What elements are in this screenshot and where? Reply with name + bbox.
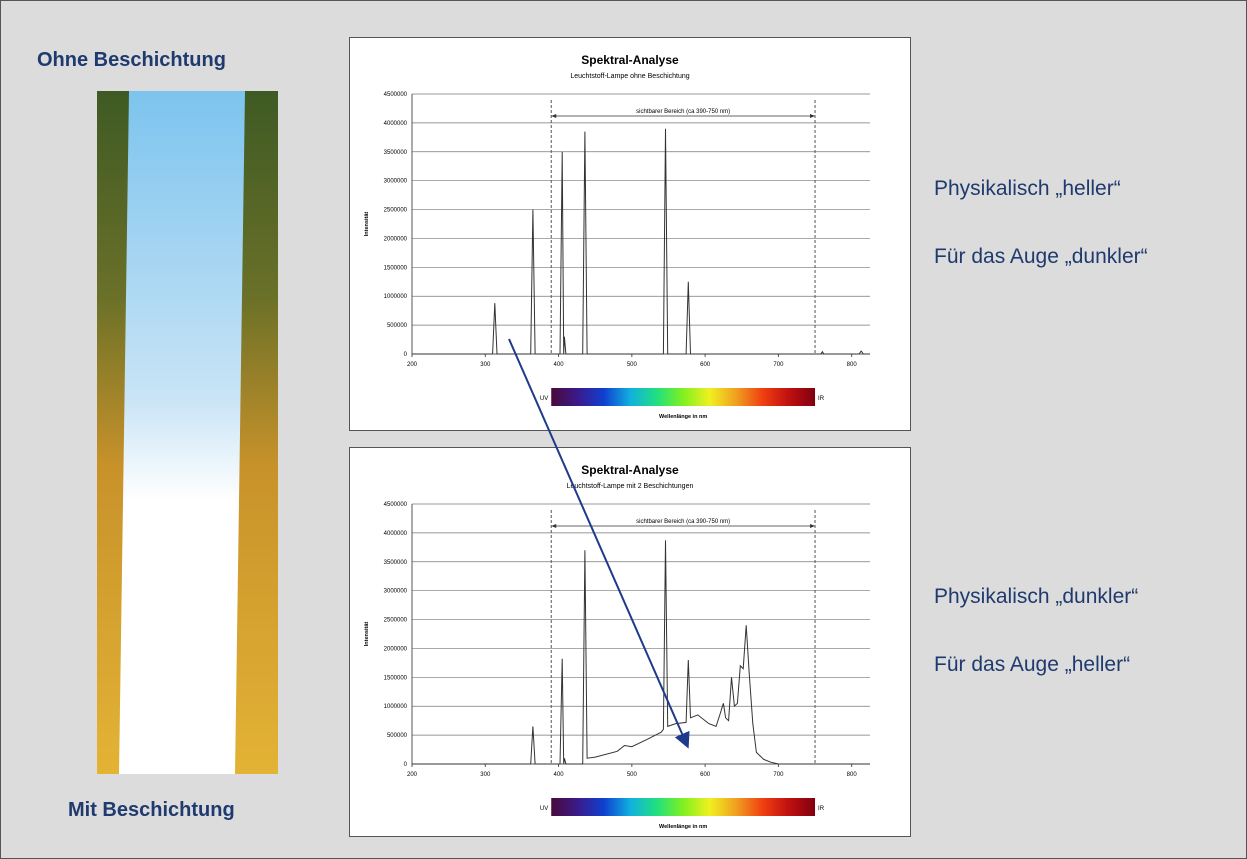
y-tick-label: 500000 <box>387 323 408 329</box>
chart-box: Spektral-Analyse Leuchtstoff-Lampe mit 2 … <box>349 447 911 837</box>
annotation: sichtbarer Bereich (ca 390-750 nm) <box>636 519 730 525</box>
x-axis-label: Wellenlänge in nm <box>659 824 707 830</box>
y-axis-label: Intensität <box>364 212 370 237</box>
chart-box: Spektral-Analyse Leuchtstoff-Lampe ohne B… <box>349 37 911 431</box>
ir-label: IR <box>818 396 825 402</box>
uv-label: UV <box>540 806 548 812</box>
chart-title: Spektral-Analyse <box>581 53 679 67</box>
y-tick-label: 4000000 <box>384 121 408 127</box>
ir-label: IR <box>818 806 825 812</box>
y-tick-label: 1500000 <box>384 675 408 681</box>
x-tick-label: 300 <box>480 362 491 368</box>
y-tick-label: 0 <box>404 352 408 358</box>
x-tick-label: 600 <box>700 772 711 778</box>
y-tick-label: 2500000 <box>384 618 408 624</box>
x-tick-label: 400 <box>554 362 565 368</box>
note: Für das Auge „dunkler“ <box>934 245 1148 269</box>
spectrum-bar <box>551 388 815 406</box>
x-tick-label: 800 <box>847 362 858 368</box>
y-tick-label: 3500000 <box>384 560 408 566</box>
top-label: Ohne Beschichtung <box>37 49 226 72</box>
y-axis-label: Intensität <box>364 622 370 647</box>
y-tick-label: 1000000 <box>384 294 408 300</box>
spectrum-line <box>412 540 870 764</box>
uv-label: UV <box>540 396 548 402</box>
y-tick-label: 500000 <box>387 733 408 739</box>
y-tick-label: 2500000 <box>384 208 408 214</box>
x-tick-label: 500 <box>627 772 638 778</box>
y-tick-label: 3000000 <box>384 589 408 595</box>
chart: Spektral-Analyse Leuchtstoff-Lampe mit 2 … <box>350 448 910 836</box>
spectrum-bar <box>551 798 815 816</box>
note: Physikalisch „heller“ <box>934 177 1121 201</box>
y-tick-label: 4500000 <box>384 502 408 508</box>
x-tick-label: 700 <box>773 772 784 778</box>
y-tick-label: 2000000 <box>384 646 408 652</box>
x-tick-label: 800 <box>847 772 858 778</box>
chart-title: Spektral-Analyse <box>581 463 679 477</box>
x-tick-label: 400 <box>554 772 565 778</box>
note: Für das Auge „heller“ <box>934 653 1130 677</box>
x-axis-label: Wellenlänge in nm <box>659 414 707 420</box>
note: Physikalisch „dunkler“ <box>934 585 1138 609</box>
chart: Spektral-Analyse Leuchtstoff-Lampe ohne B… <box>350 38 910 430</box>
y-tick-label: 1000000 <box>384 704 408 710</box>
y-tick-label: 1500000 <box>384 265 408 271</box>
spectrum-line <box>412 129 870 354</box>
x-tick-label: 200 <box>407 772 418 778</box>
x-tick-label: 500 <box>627 362 638 368</box>
x-tick-label: 300 <box>480 772 491 778</box>
lamp-photo <box>97 91 278 774</box>
y-tick-label: 4500000 <box>384 92 408 98</box>
y-tick-label: 3000000 <box>384 179 408 185</box>
y-tick-label: 3500000 <box>384 150 408 156</box>
y-tick-label: 0 <box>404 762 408 768</box>
y-tick-label: 4000000 <box>384 531 408 537</box>
x-tick-label: 600 <box>700 362 711 368</box>
chart-subtitle: Leuchtstoff-Lampe mit 2 Beschichtungen <box>567 483 694 490</box>
chart-subtitle: Leuchtstoff-Lampe ohne Beschichtung <box>570 73 689 80</box>
x-tick-label: 700 <box>773 362 784 368</box>
annotation: sichtbarer Bereich (ca 390-750 nm) <box>636 109 730 115</box>
slide: Ohne Beschichtung Mit Beschichtung Physi… <box>0 0 1247 859</box>
x-tick-label: 200 <box>407 362 418 368</box>
bottom-label: Mit Beschichtung <box>68 799 235 822</box>
y-tick-label: 2000000 <box>384 236 408 242</box>
